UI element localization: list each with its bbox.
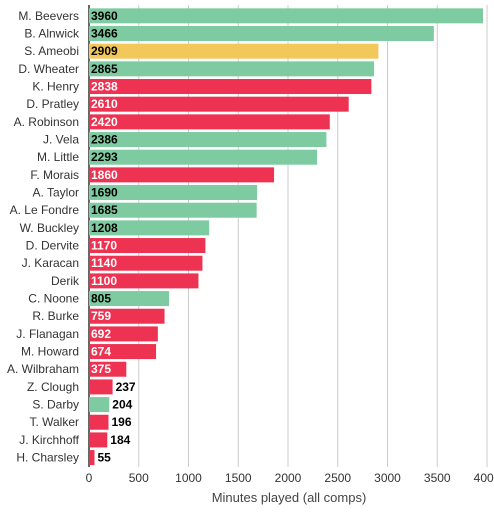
bar [89, 8, 484, 24]
category-label: C. Noone [28, 292, 79, 306]
category-label: J. Karacan [22, 256, 79, 270]
category-label: A. Robinson [14, 115, 79, 129]
bar [89, 379, 113, 395]
category-label: A. Le Fondre [10, 203, 80, 217]
value-labels: 3960 3466 2909 2865 2838 2610 2420 2386 2293 1860… [91, 9, 136, 465]
value-label: 1690 [91, 186, 118, 200]
value-label: 2293 [91, 150, 118, 164]
category-label: R. Burke [32, 309, 79, 323]
value-label: 759 [91, 309, 111, 323]
value-label: 1860 [91, 168, 118, 182]
category-label: Z. Clough [27, 380, 79, 394]
value-label: 184 [110, 433, 130, 447]
category-label: A. Wilbraham [7, 362, 79, 376]
value-label: 375 [91, 362, 111, 376]
category-label: B. Alnwick [24, 27, 80, 41]
bar [89, 220, 210, 236]
value-label: 237 [116, 380, 136, 394]
value-label: 692 [91, 327, 111, 341]
x-tick-label: 3000 [374, 471, 401, 485]
category-label: S. Darby [32, 398, 79, 412]
value-label: 2909 [91, 44, 118, 58]
value-label: 3960 [91, 9, 118, 23]
x-tick-label: 3500 [424, 471, 451, 485]
bar [89, 79, 372, 95]
bar [89, 255, 203, 271]
value-label: 2386 [91, 133, 118, 147]
bar [89, 273, 199, 289]
value-label: 204 [112, 398, 132, 412]
x-tick-label: 1000 [175, 471, 202, 485]
category-label: M. Beevers [18, 9, 79, 23]
category-label: S. Ameobi [24, 44, 79, 58]
bar [89, 61, 375, 77]
bar [89, 185, 258, 201]
x-ticks: 0 500 1000 1500 2000 2500 3000 3500 4000 [86, 471, 494, 485]
value-label: 2420 [91, 115, 118, 129]
value-label: 1140 [91, 256, 117, 270]
value-label: 1100 [91, 274, 117, 288]
value-label: 674 [91, 345, 111, 359]
category-label: J. Flanagan [16, 327, 79, 341]
bar [89, 114, 330, 130]
bar [89, 43, 379, 59]
bar [89, 238, 206, 254]
bar [89, 149, 318, 165]
value-label: 1208 [91, 221, 118, 235]
x-tick-label: 2500 [324, 471, 351, 485]
bar [89, 167, 275, 183]
category-label: H. Charsley [16, 451, 79, 465]
category-label: W. Buckley [20, 221, 79, 235]
value-label: 2838 [91, 80, 118, 94]
bar [89, 96, 349, 112]
value-label: 2610 [91, 97, 118, 111]
bar [89, 414, 109, 430]
x-tick-label: 4000 [474, 471, 494, 485]
category-label: D. Pratley [26, 97, 79, 111]
x-tick-label: 0 [86, 471, 93, 485]
category-label: D. Dervite [26, 239, 80, 253]
value-label: 196 [112, 415, 132, 429]
bar [89, 344, 157, 360]
category-label: Derik [51, 274, 80, 288]
category-labels: M. Beevers B. Alnwick S. Ameobi D. Wheater K… [7, 9, 80, 465]
bar [89, 361, 127, 377]
value-label: 805 [91, 292, 111, 306]
category-label: T. Walker [29, 415, 79, 429]
bar [89, 26, 434, 42]
bar [89, 326, 158, 342]
bar [89, 291, 170, 307]
bar [89, 132, 327, 148]
value-label: 55 [97, 451, 111, 465]
x-axis-label: Minutes played (all comps) [212, 490, 367, 505]
bar [89, 308, 165, 324]
bars [89, 8, 484, 466]
value-label: 1685 [91, 203, 118, 217]
bar [89, 432, 108, 448]
x-tick-label: 1500 [225, 471, 252, 485]
category-label: F. Morais [30, 168, 79, 182]
category-label: D. Wheater [18, 62, 79, 76]
category-label: A. Taylor [33, 186, 79, 200]
category-label: M. Little [37, 150, 79, 164]
value-label: 3466 [91, 27, 118, 41]
category-label: M. Howard [21, 345, 79, 359]
value-label: 1170 [91, 239, 117, 253]
bar [89, 202, 257, 218]
x-tick-label: 500 [129, 471, 149, 485]
bar [89, 397, 110, 413]
category-label: K. Henry [32, 80, 79, 94]
bar [89, 450, 95, 466]
x-tick-label: 2000 [275, 471, 302, 485]
category-label: J. Vela [43, 133, 79, 147]
category-label: J. Kirchhoff [19, 433, 79, 447]
value-label: 2865 [91, 62, 118, 76]
